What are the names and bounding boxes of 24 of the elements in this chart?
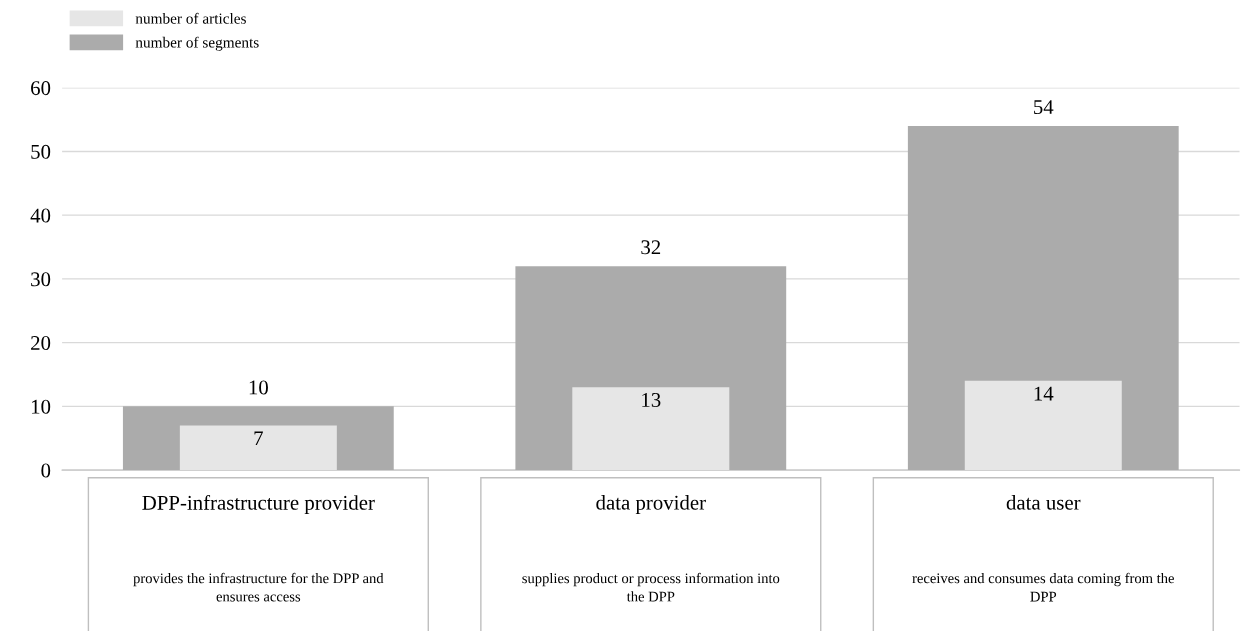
text: provides the infrastructure for the DPP and ensures access <box>133 572 384 602</box>
legend-label: number of articles <box>135 12 246 24</box>
y-tick-label: 20 <box>31 336 51 351</box>
data-label: 10 <box>249 380 268 395</box>
text: supplies product or process information into the DPP <box>522 572 780 602</box>
x-tick-label: DPP-infrastructure provider <box>142 494 375 515</box>
bar <box>964 380 1122 471</box>
y-tick-label: 60 <box>31 81 51 96</box>
y-tick-label: 10 <box>31 399 51 414</box>
data-label: 7 <box>254 431 263 446</box>
data-label: 32 <box>641 240 661 255</box>
bar <box>179 425 337 471</box>
x-tick-label: data user <box>1006 495 1081 510</box>
text: receives and consumes data coming from the DPP <box>912 572 1174 602</box>
y-tick-label: 0 <box>41 463 51 478</box>
data-label: 54 <box>1034 100 1054 115</box>
y-tick-label: 30 <box>31 272 51 287</box>
legend-label: number of segments <box>135 36 259 51</box>
y-tick-label: 50 <box>31 144 51 159</box>
x-tick-label: data provider <box>596 495 706 514</box>
data-label: 14 <box>1034 386 1054 401</box>
y-tick-label: 40 <box>30 208 51 223</box>
data-label: 13 <box>642 393 661 407</box>
bar <box>572 387 730 471</box>
